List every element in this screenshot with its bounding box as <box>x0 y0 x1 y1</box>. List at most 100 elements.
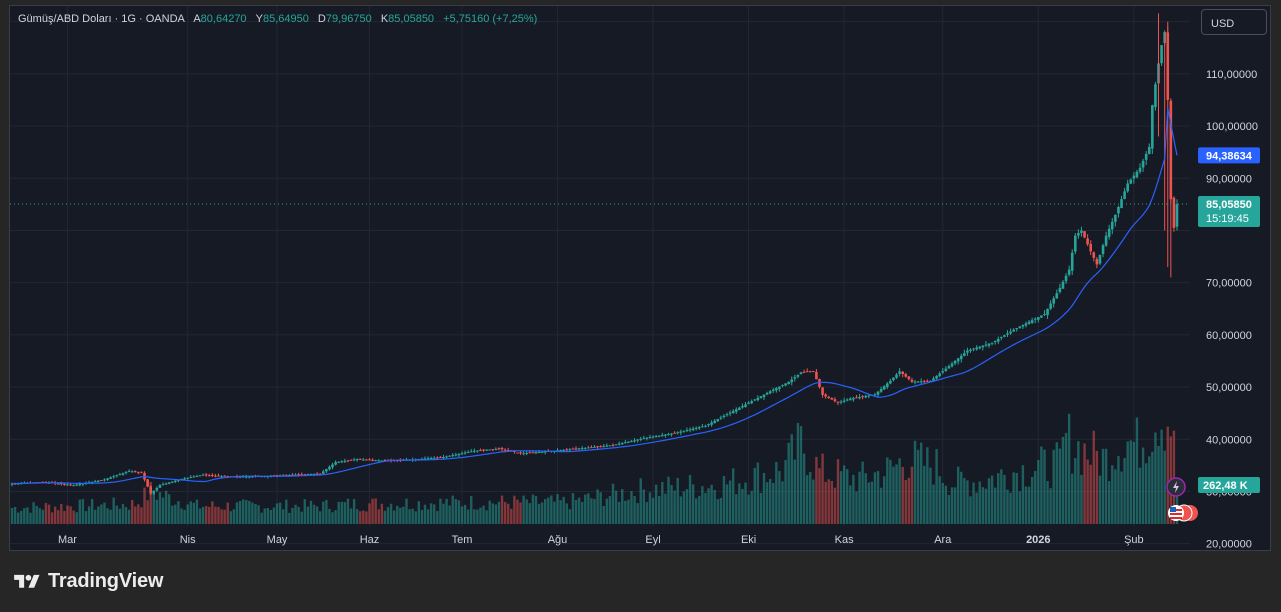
candle-body <box>337 461 340 463</box>
volume-bar <box>1172 430 1176 524</box>
chart-panel[interactable]: 120,00000110,00000100,0000090,0000070,00… <box>9 5 1271 551</box>
candle-body <box>1135 171 1139 178</box>
volume-bar <box>605 498 609 524</box>
candle-body <box>442 456 445 458</box>
volume-bar <box>1104 448 1108 524</box>
volume-bar <box>78 499 82 524</box>
candle-body <box>577 448 581 450</box>
candle-body <box>580 448 584 450</box>
candle-body <box>476 450 479 452</box>
candle-body <box>1160 45 1163 64</box>
tradingview-branding[interactable]: TradingView <box>12 570 163 593</box>
volume-bar <box>476 509 479 524</box>
us-flag-stripe <box>1170 517 1182 519</box>
y-axis-tick-label: 60,00000 <box>1206 330 1252 342</box>
candle-body <box>996 338 1000 342</box>
volume-bar <box>226 502 229 524</box>
volume-bar <box>793 459 797 524</box>
change-value: +5,75160 (+7,25%) <box>443 13 538 25</box>
candle-body <box>1027 321 1031 324</box>
candle-body <box>565 449 569 451</box>
open-label: A <box>193 13 201 25</box>
candle-body <box>849 398 852 401</box>
candle-body <box>75 484 79 486</box>
volume-bar <box>158 492 162 524</box>
candle-body <box>1101 245 1105 255</box>
candle-body <box>217 475 220 477</box>
candle-body <box>1070 252 1074 271</box>
volume-bar <box>587 493 590 524</box>
volume-bar <box>852 474 855 524</box>
candle-body <box>688 429 692 431</box>
candle-body <box>106 478 109 480</box>
symbol-title[interactable]: Gümüş/ABD Doları · 1G · OANDA <box>18 13 185 25</box>
volume-bar <box>87 506 91 524</box>
x-axis-tick-label: Haz <box>360 534 380 546</box>
volume-bar <box>411 508 414 524</box>
candle-body <box>1144 153 1148 160</box>
candle-body <box>439 456 442 458</box>
candle-body <box>1123 191 1126 200</box>
candle-body <box>710 422 713 425</box>
volume-bar <box>695 498 698 524</box>
candle-body <box>778 386 781 389</box>
low-label: D <box>317 13 326 25</box>
volume-bar <box>38 508 41 524</box>
volume-bar <box>833 487 837 524</box>
candle-body <box>248 476 251 478</box>
volume-bar <box>1092 430 1095 524</box>
candle-body <box>990 342 994 344</box>
candle-body <box>812 371 815 373</box>
candle-body <box>1110 221 1114 230</box>
volume-bar <box>993 487 997 524</box>
volume-bar <box>1163 450 1166 524</box>
price-chart[interactable]: 120,00000110,00000100,0000090,0000070,00… <box>10 6 1271 551</box>
candle-body <box>96 480 100 482</box>
volume-bar <box>904 480 907 524</box>
candle-body <box>676 432 680 434</box>
volume-bar <box>824 481 827 524</box>
volume-bar <box>1123 457 1126 524</box>
close-label: K <box>380 13 389 25</box>
volume-bar <box>232 509 236 524</box>
volume-badge <box>1198 477 1260 493</box>
volume-bar <box>198 508 202 524</box>
candle-body <box>115 475 119 477</box>
volume-bar <box>414 511 417 524</box>
volume-bar <box>161 497 165 524</box>
volume-bar <box>1157 446 1160 524</box>
volume-bar <box>13 506 17 524</box>
candle-body <box>56 483 60 485</box>
x-axis-tick-label: May <box>267 534 288 546</box>
candle-body <box>873 394 877 396</box>
volume-bar <box>953 487 957 524</box>
volume-bar <box>303 499 306 524</box>
volume-text: 262,48 K <box>1203 480 1248 492</box>
candle-body <box>1061 281 1065 289</box>
volume-bar <box>1049 488 1052 524</box>
currency-button[interactable]: USD <box>1201 9 1267 35</box>
volume-bar <box>960 471 963 524</box>
candle-body <box>1055 293 1059 299</box>
candle-body <box>895 374 898 378</box>
candle-body <box>867 395 871 397</box>
volume-bar <box>115 505 118 524</box>
volume-bar <box>1071 473 1074 524</box>
volume-bar <box>929 467 932 524</box>
candle-body <box>346 460 350 462</box>
volume-bar <box>932 484 935 524</box>
candle-body <box>275 475 279 477</box>
volume-bar <box>349 508 353 524</box>
candle-body <box>1154 84 1157 108</box>
volume-bar <box>374 498 377 524</box>
volume-bar <box>972 482 975 524</box>
candle-body <box>211 474 214 476</box>
candle-body <box>457 453 461 456</box>
candle-body <box>571 448 575 450</box>
volume-bar <box>645 502 649 524</box>
close-value: 85,05850 <box>388 13 435 25</box>
candle-body <box>1046 308 1049 316</box>
volume-bar <box>799 426 803 524</box>
volume-bar <box>429 503 433 524</box>
candle-body <box>864 395 868 398</box>
